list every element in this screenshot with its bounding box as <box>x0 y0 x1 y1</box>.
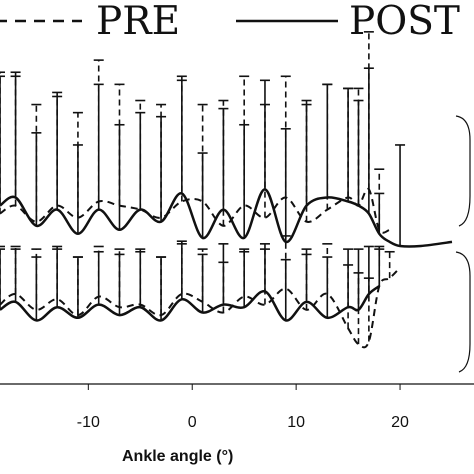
lower-pre-line <box>0 266 401 349</box>
lower-post-error-bars <box>0 243 385 321</box>
legend: PRE POST <box>0 0 460 44</box>
upper-pre-line <box>0 187 391 234</box>
plot-area <box>0 31 453 349</box>
x-axis-title: Ankle angle (°) <box>122 448 233 465</box>
x-tick-label: 20 <box>391 414 409 431</box>
lower-panel-bracket <box>455 251 471 373</box>
x-tick-label: 10 <box>287 414 305 431</box>
legend-post-label: POST <box>349 0 460 44</box>
x-tick-label: 0 <box>188 414 197 431</box>
lower-post-line <box>0 285 381 322</box>
upper-post-line <box>0 188 453 248</box>
x-tick-label: -10 <box>77 414 100 431</box>
upper-post-error-bars <box>0 67 406 246</box>
panel-brackets <box>455 115 471 373</box>
lower-pre-error-bars <box>0 235 395 345</box>
upper-panel-bracket <box>455 115 471 227</box>
lower-panel <box>0 235 401 349</box>
upper-panel <box>0 31 453 248</box>
legend-pre-label: PRE <box>96 0 180 44</box>
x-axis-ticks: -10 0 10 20 <box>77 384 409 431</box>
